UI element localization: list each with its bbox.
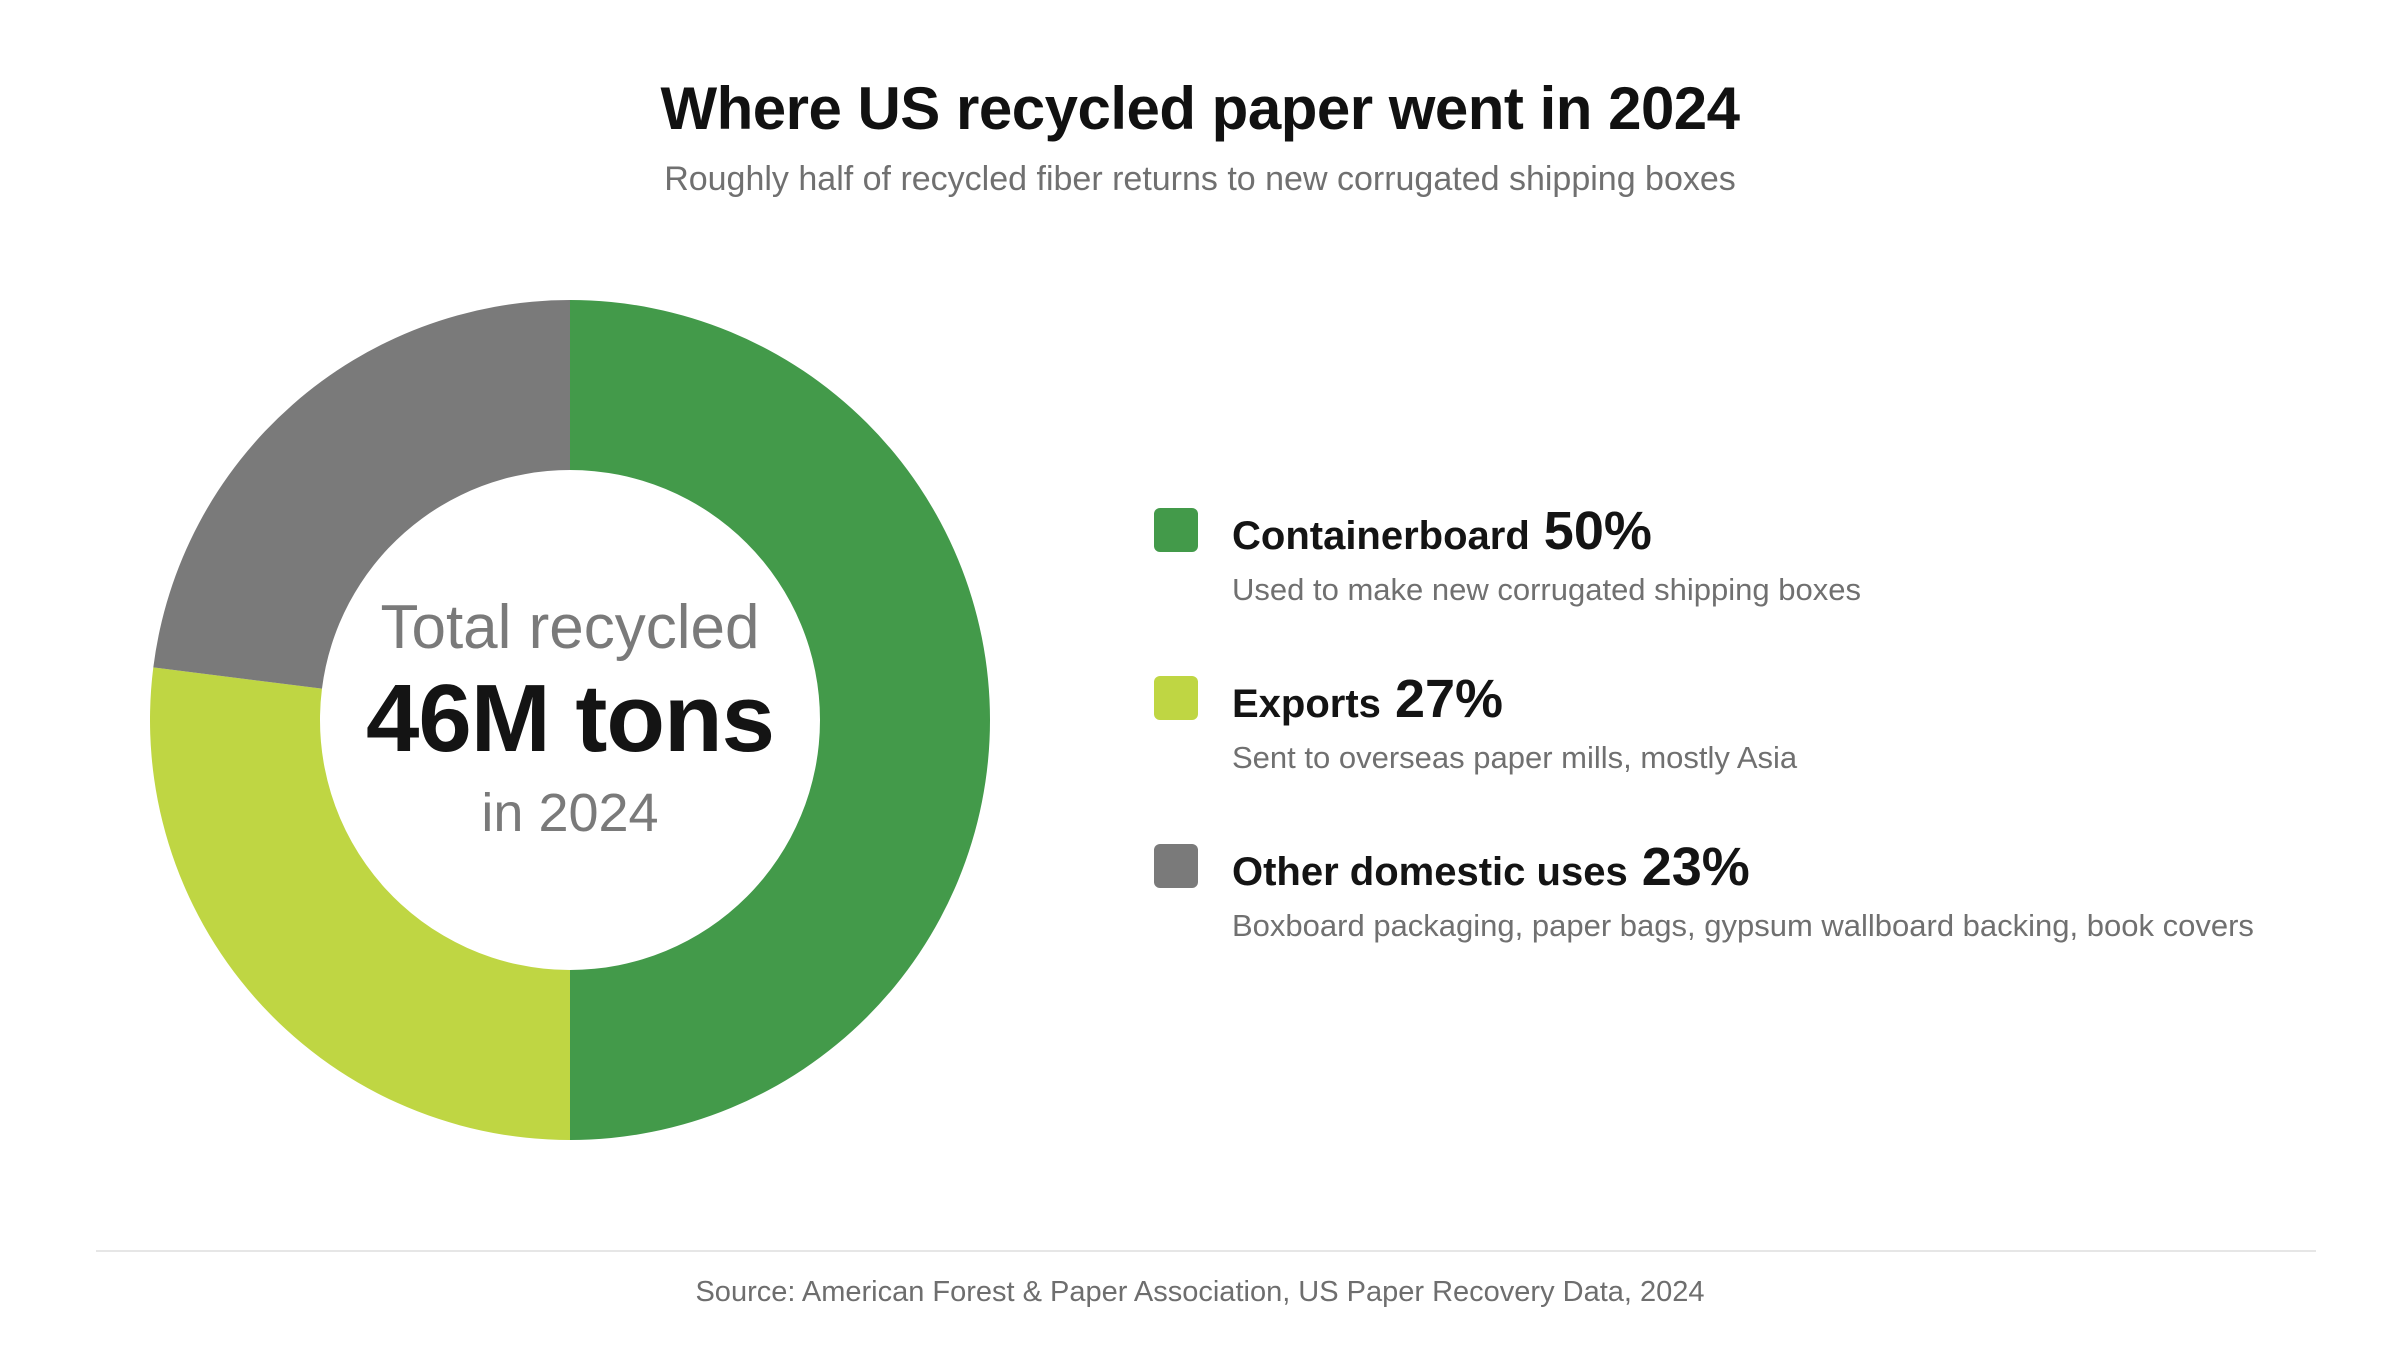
legend-swatch-exports [1154,676,1198,720]
legend-heading: Other domestic uses 23% [1232,836,1750,898]
donut-slice-exports [150,667,570,1140]
donut-slice-other-domestic-uses [153,300,570,689]
legend-percent: 50% [1543,501,1652,561]
legend-label: Exports [1232,682,1381,726]
donut-chart: Total recycled 46M tons in 2024 [150,300,990,1140]
donut-svg [150,300,990,1140]
legend-description: Used to make new corrugated shipping box… [1232,572,1861,607]
legend-item-other-domestic: Other domestic uses 23% Boxboard packagin… [1154,836,2354,1004]
legend-heading: Exports 27% [1232,668,1503,730]
legend-label: Containerboard [1232,514,1530,558]
center-label-total: 46M tons [365,664,775,772]
donut-center-label: Total recycled 46M tons in 2024 [150,300,990,1140]
legend-description: Sent to overseas paper mills, mostly Asi… [1232,740,1798,775]
center-label-top: Total recycled [380,593,760,663]
legend-swatch-other-domestic [1154,844,1198,888]
chart-subtitle: Roughly half of recycled fiber returns t… [664,160,1736,198]
legend-label: Other domestic uses [1232,850,1628,894]
legend-description: Boxboard packaging, paper bags, gypsum w… [1232,908,2254,943]
legend-percent: 27% [1394,669,1504,729]
legend-percent: 23% [1641,837,1750,897]
center-label-year: in 2024 [481,783,659,844]
legend-item-containerboard: Containerboard 50% Used to make new corru… [1154,500,2354,668]
legend: Containerboard 50% Used to make new corru… [1154,500,2354,1004]
legend-item-exports: Exports 27% Sent to overseas paper mills,… [1154,668,2354,836]
legend-heading: Containerboard 50% [1232,500,1652,562]
legend-swatch-containerboard [1154,508,1198,552]
donut-slice-containerboard [570,300,990,1140]
chart-title: Where US recycled paper went in 2024 [660,75,1740,142]
source-note: Source: American Forest & Paper Associat… [695,1276,1705,1308]
footer-divider [96,1250,2316,1252]
